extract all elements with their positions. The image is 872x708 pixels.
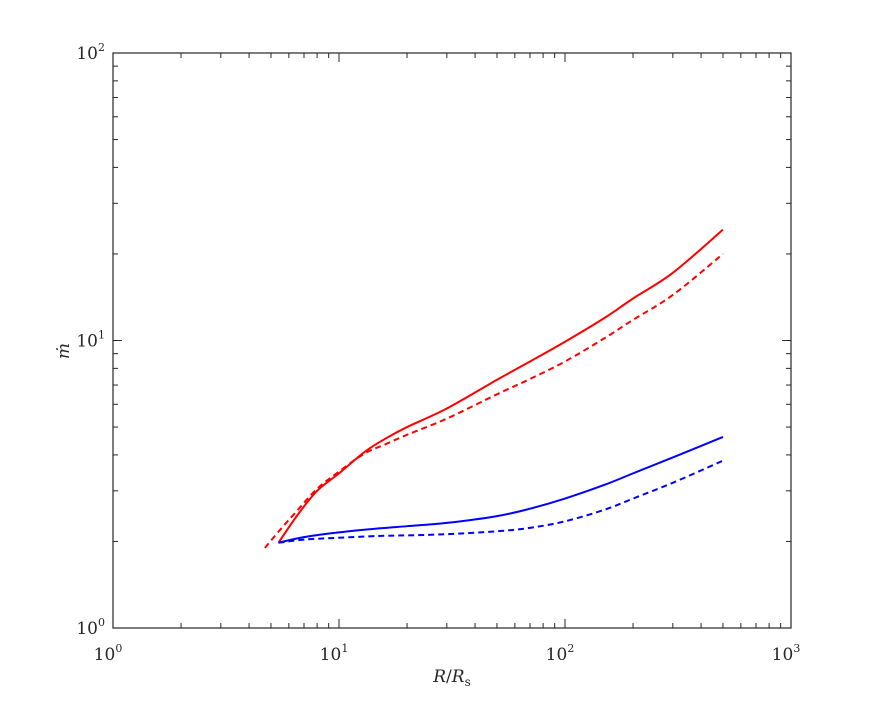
x-axis-label-rs: R [451,667,465,687]
x-tick-label: 100 [94,642,123,665]
series-line-red-dashed [264,253,724,549]
x-tick-label: 103 [772,642,801,665]
x-axis-label: R/Rs [432,667,471,689]
series-line-red-solid [277,228,724,544]
x-tick-label: 102 [546,642,575,665]
y-tick-label: 102 [76,41,105,64]
series-line-blue-solid [278,435,724,544]
x-axis-label-r: R [432,667,446,687]
series-group [264,228,724,549]
x-tick-label: 101 [320,642,349,665]
y-tick-label: 101 [76,329,105,352]
plot-area [112,52,792,629]
minor-ticks [113,53,791,628]
x-axis-label-sub: s [465,675,471,689]
series-line-blue-dashed [278,459,724,544]
y-tick-label: 100 [76,616,105,639]
y-axis-label: ṁ [54,343,74,359]
